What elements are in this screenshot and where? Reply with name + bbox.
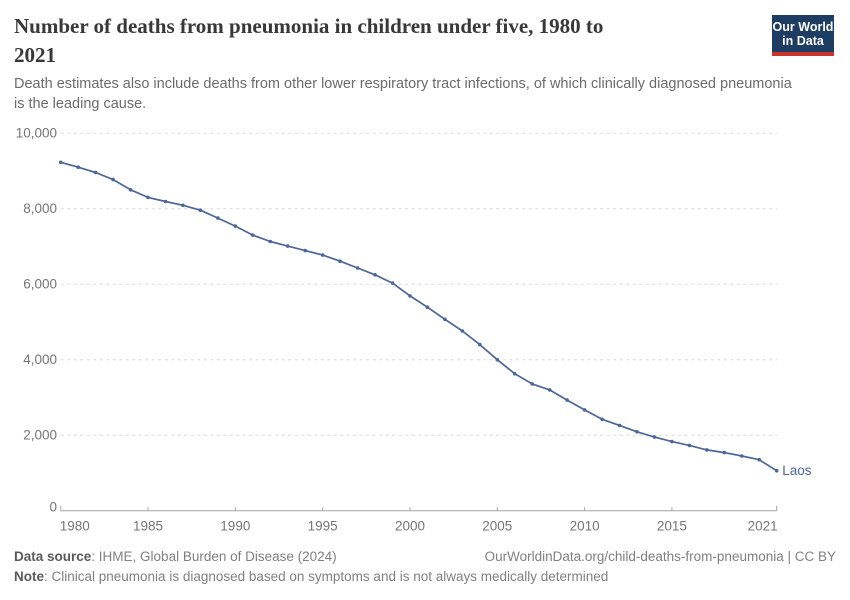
data-point[interactable] bbox=[285, 244, 290, 248]
data-point[interactable] bbox=[740, 454, 744, 458]
data-point[interactable] bbox=[652, 435, 657, 439]
data-point[interactable] bbox=[76, 165, 80, 169]
data-source-value: : IHME, Global Burden of Disease (2024) bbox=[91, 549, 337, 564]
data-point[interactable] bbox=[547, 388, 552, 392]
credit-link[interactable]: OurWorldinData.org/child-deaths-from-pne… bbox=[484, 549, 836, 564]
series-end-label[interactable]: Laos bbox=[782, 463, 812, 478]
data-point[interactable] bbox=[512, 371, 517, 376]
chart-subtitle: Death estimates also include deaths from… bbox=[14, 75, 792, 114]
data-point[interactable] bbox=[582, 408, 587, 412]
x-tick-label: 2021 bbox=[748, 519, 778, 534]
data-point[interactable] bbox=[774, 468, 779, 473]
x-tick-label: 1980 bbox=[60, 519, 90, 534]
x-tick-label: 1985 bbox=[133, 519, 163, 534]
chart-title: Number of deaths from pneumonia in child… bbox=[14, 12, 603, 70]
data-point[interactable] bbox=[565, 398, 569, 402]
data-point[interactable] bbox=[320, 253, 325, 257]
x-tick-label: 1990 bbox=[220, 519, 250, 534]
y-tick-label: 4,000 bbox=[23, 352, 57, 367]
owid-logo: Our World in Data bbox=[772, 15, 834, 56]
data-point[interactable] bbox=[146, 195, 150, 200]
chart-footer: Data source: IHME, Global Burden of Dise… bbox=[14, 549, 836, 584]
data-point[interactable] bbox=[128, 188, 133, 192]
y-tick-label: 6,000 bbox=[23, 277, 57, 292]
data-point[interactable] bbox=[617, 423, 622, 428]
x-tick-label: 2005 bbox=[482, 519, 512, 534]
x-tick-label: 2010 bbox=[570, 519, 600, 534]
data-point[interactable] bbox=[478, 342, 482, 347]
data-point[interactable] bbox=[181, 203, 185, 208]
trend-line[interactable] bbox=[59, 161, 778, 472]
chart-area: 0 2,000 4,000 6,000 8,000 10,000 1980 1985 1990 1… bbox=[0, 120, 850, 542]
data-point[interactable] bbox=[495, 357, 500, 362]
chart-title-line1: Number of deaths from pneumonia in child… bbox=[14, 14, 604, 38]
data-point[interactable] bbox=[460, 329, 465, 333]
data-point[interactable] bbox=[687, 443, 692, 448]
data-point[interactable] bbox=[268, 239, 273, 244]
note-label: Note bbox=[14, 569, 44, 584]
data-point[interactable] bbox=[93, 170, 98, 175]
data-source-label: Data source bbox=[14, 549, 92, 564]
owid-logo-line1: Our World bbox=[772, 19, 834, 34]
data-point[interactable] bbox=[233, 224, 238, 228]
data-point[interactable] bbox=[530, 382, 534, 386]
data-point[interactable] bbox=[198, 208, 203, 212]
y-tick-label: 0 bbox=[49, 500, 57, 515]
y-tick-label: 10,000 bbox=[16, 126, 57, 141]
x-tick-label: 2015 bbox=[657, 519, 687, 534]
data-point[interactable] bbox=[600, 417, 604, 422]
data-point[interactable] bbox=[58, 160, 63, 165]
data-source-text: Data source: IHME, Global Burden of Dise… bbox=[14, 549, 337, 564]
data-point[interactable] bbox=[111, 177, 115, 182]
owid-logo-line2: in Data bbox=[782, 33, 824, 48]
data-point[interactable] bbox=[408, 294, 412, 298]
data-point[interactable] bbox=[705, 448, 709, 452]
data-point[interactable] bbox=[443, 317, 447, 322]
data-point[interactable] bbox=[355, 266, 360, 270]
data-point[interactable] bbox=[635, 430, 639, 434]
chart-svg: 0 2,000 4,000 6,000 8,000 10,000 1980 1985 1990 1… bbox=[16, 126, 812, 534]
note-value: : Clinical pneumonia is diagnosed based … bbox=[44, 569, 609, 584]
x-tick-label: 1995 bbox=[308, 519, 338, 534]
chart-subtitle-line1: Death estimates also include deaths from… bbox=[14, 76, 792, 92]
chart-subtitle-line2: is the leading cause. bbox=[14, 95, 147, 112]
data-point[interactable] bbox=[390, 281, 395, 285]
data-point[interactable] bbox=[216, 216, 220, 220]
data-point[interactable] bbox=[670, 439, 674, 444]
data-point[interactable] bbox=[425, 305, 430, 309]
chart-title-line2: 2021 bbox=[14, 43, 56, 67]
note-text: Note: Clinical pneumonia is diagnosed ba… bbox=[14, 569, 836, 584]
x-tick-label: 2000 bbox=[395, 519, 425, 534]
data-point[interactable] bbox=[373, 273, 377, 277]
data-point[interactable] bbox=[722, 450, 727, 455]
data-point[interactable] bbox=[303, 248, 308, 253]
data-point[interactable] bbox=[757, 457, 761, 462]
y-tick-label: 2,000 bbox=[23, 428, 57, 443]
data-point[interactable] bbox=[338, 259, 342, 263]
y-tick-label: 8,000 bbox=[23, 201, 57, 216]
data-point[interactable] bbox=[251, 233, 255, 237]
data-point[interactable] bbox=[163, 199, 168, 204]
